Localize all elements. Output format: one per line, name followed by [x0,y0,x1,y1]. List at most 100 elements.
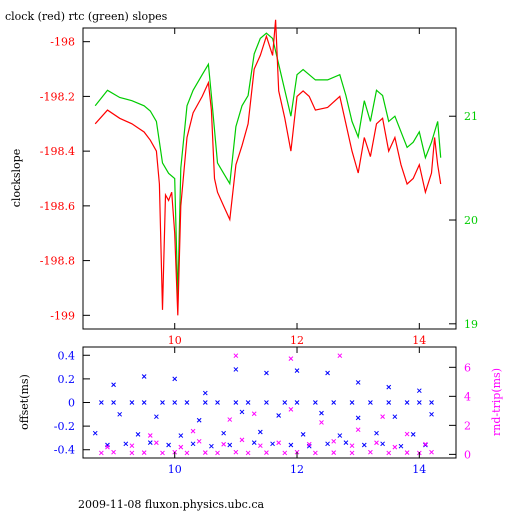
scatter-point-offset [319,410,324,416]
scatter-point-offset [166,442,171,448]
x-tick-label: 12 [290,463,304,476]
scatter-point-rnd-trip [239,437,245,443]
scatter-point-offset [221,430,226,436]
top-series-group [94,19,442,316]
scatter-point-offset [374,430,379,436]
scatter-point-offset [98,400,104,405]
scatter-point-rnd-trip [233,449,239,455]
top-left-ticks: -198 -198.2 -198.4 -198.6 -198.8 -199 [40,36,90,322]
scatter-point-offset [404,400,410,405]
x-tick-label: 10 [168,463,182,476]
scatter-point-offset [416,388,422,394]
scatter-point-offset [184,400,190,405]
scatter-point-rnd-trip [221,441,226,447]
scatter-point-offset [270,441,275,447]
scatter-point-rnd-trip [331,450,337,455]
scatter-point-rnd-trip [380,414,385,420]
scatter-point-rnd-trip [202,450,208,455]
scatter-point-offset [429,411,434,417]
scatter-point-offset [154,414,159,420]
scatter-point-offset [245,400,251,405]
scatter-point-rnd-trip [190,428,196,434]
scatter-point-rnd-trip [404,450,410,455]
scatter-point-offset [392,414,398,420]
scatter-point-offset [209,443,214,449]
scatter-point-rnd-trip [331,438,337,444]
scatter-point-rnd-trip [147,433,153,438]
scatter-point-rnd-trip [288,356,294,361]
scatter-point-offset [300,432,306,437]
series-line-clock [94,19,442,316]
scatter-point-offset [172,376,178,382]
y-tick-label: 0.4 [58,349,76,362]
bottom-panel: 0.4 0.2 0 -0.2 -0.4 6 4 2 0 10 12 14 offset(ms) r… [18,346,503,476]
y-tick-label: -198.6 [40,200,75,213]
scatter-point-rnd-trip [264,450,269,455]
scatter-point-offset [276,413,282,418]
scatter-point-rnd-trip [257,443,263,449]
scatter-point-offset [355,380,361,385]
scatter-point-rnd-trip [392,444,398,450]
scatter-point-offset [172,400,178,405]
scatter-point-rnd-trip [227,417,233,422]
scatter-point-offset [251,440,257,446]
scatter-point-offset [337,433,343,438]
scatter-point-offset [429,400,434,405]
scatter-point-rnd-trip [160,450,165,456]
scatter-point-rnd-trip [233,353,239,359]
bottom-right-ticks: 6 4 2 0 [449,361,471,461]
y-tick-label: 0 [68,397,75,410]
y2-tick-label: 2 [464,419,471,432]
top-y-axis-label: clockslope [10,149,23,207]
scatter-point-offset [233,367,239,372]
scatter-point-rnd-trip [319,420,324,425]
scatter-point-offset [147,440,153,446]
top-x-ticks: 10 12 14 [168,28,426,347]
scatter-point-offset [117,411,123,417]
scatter-point-offset [380,441,385,447]
top-plot-frame [82,27,457,330]
scatter-point-offset [398,443,404,449]
bottom-left-ticks: 0.4 0.2 0 -0.2 -0.4 [54,349,90,457]
x-tick-label: 12 [290,334,304,347]
scatter-point-rnd-trip [288,407,294,412]
scatter-point-offset [233,400,239,405]
scatter-point-offset [349,400,355,405]
scatter-point-offset [135,432,141,437]
scatter-point-offset [343,440,349,446]
y-tick-label: -198.4 [40,145,75,158]
scatter-point-offset [331,400,337,405]
scatter-point-rnd-trip [154,440,159,446]
scatter-point-offset [215,400,220,405]
bottom-x-ticks: 10 12 14 [168,347,426,476]
y-tick-label: -198 [50,36,75,49]
scatter-point-offset [325,370,330,376]
y2-tick-label: 20 [464,214,478,227]
scatter-point-offset [111,400,116,405]
scatter-point-offset [239,409,245,415]
top-right-ticks: 19 20 21 [449,110,478,331]
y2-tick-label: 0 [464,448,471,461]
x-tick-label: 14 [412,463,426,476]
scatter-point-rnd-trip [98,450,104,456]
scatter-point-offset [282,400,288,405]
scatter-point-offset [386,400,392,405]
scatter-point-offset [141,400,147,405]
bottom-y2-axis-label: rnd-trip(ms) [490,368,503,436]
scatter-point-rnd-trip [429,449,434,455]
scatter-point-offset [294,368,300,373]
scatter-point-offset [325,441,330,447]
y-tick-label: -0.4 [54,444,75,457]
scatter-point-offset [160,400,165,405]
scatter-point-rnd-trip [276,440,282,446]
y-tick-label: -199 [50,309,75,322]
footer-text: 2009-11-08 fluxon.physics.ubc.ca [78,498,264,511]
bottom-plot-frame [82,346,457,459]
scatter-point-offset [111,382,116,388]
scatter-point-rnd-trip [306,441,312,447]
scatter-point-rnd-trip [245,450,251,456]
y2-tick-label: 4 [464,390,471,403]
scatter-point-rnd-trip [374,440,379,446]
scatter-point-offset [355,415,361,421]
scatter-point-rnd-trip [141,450,147,455]
